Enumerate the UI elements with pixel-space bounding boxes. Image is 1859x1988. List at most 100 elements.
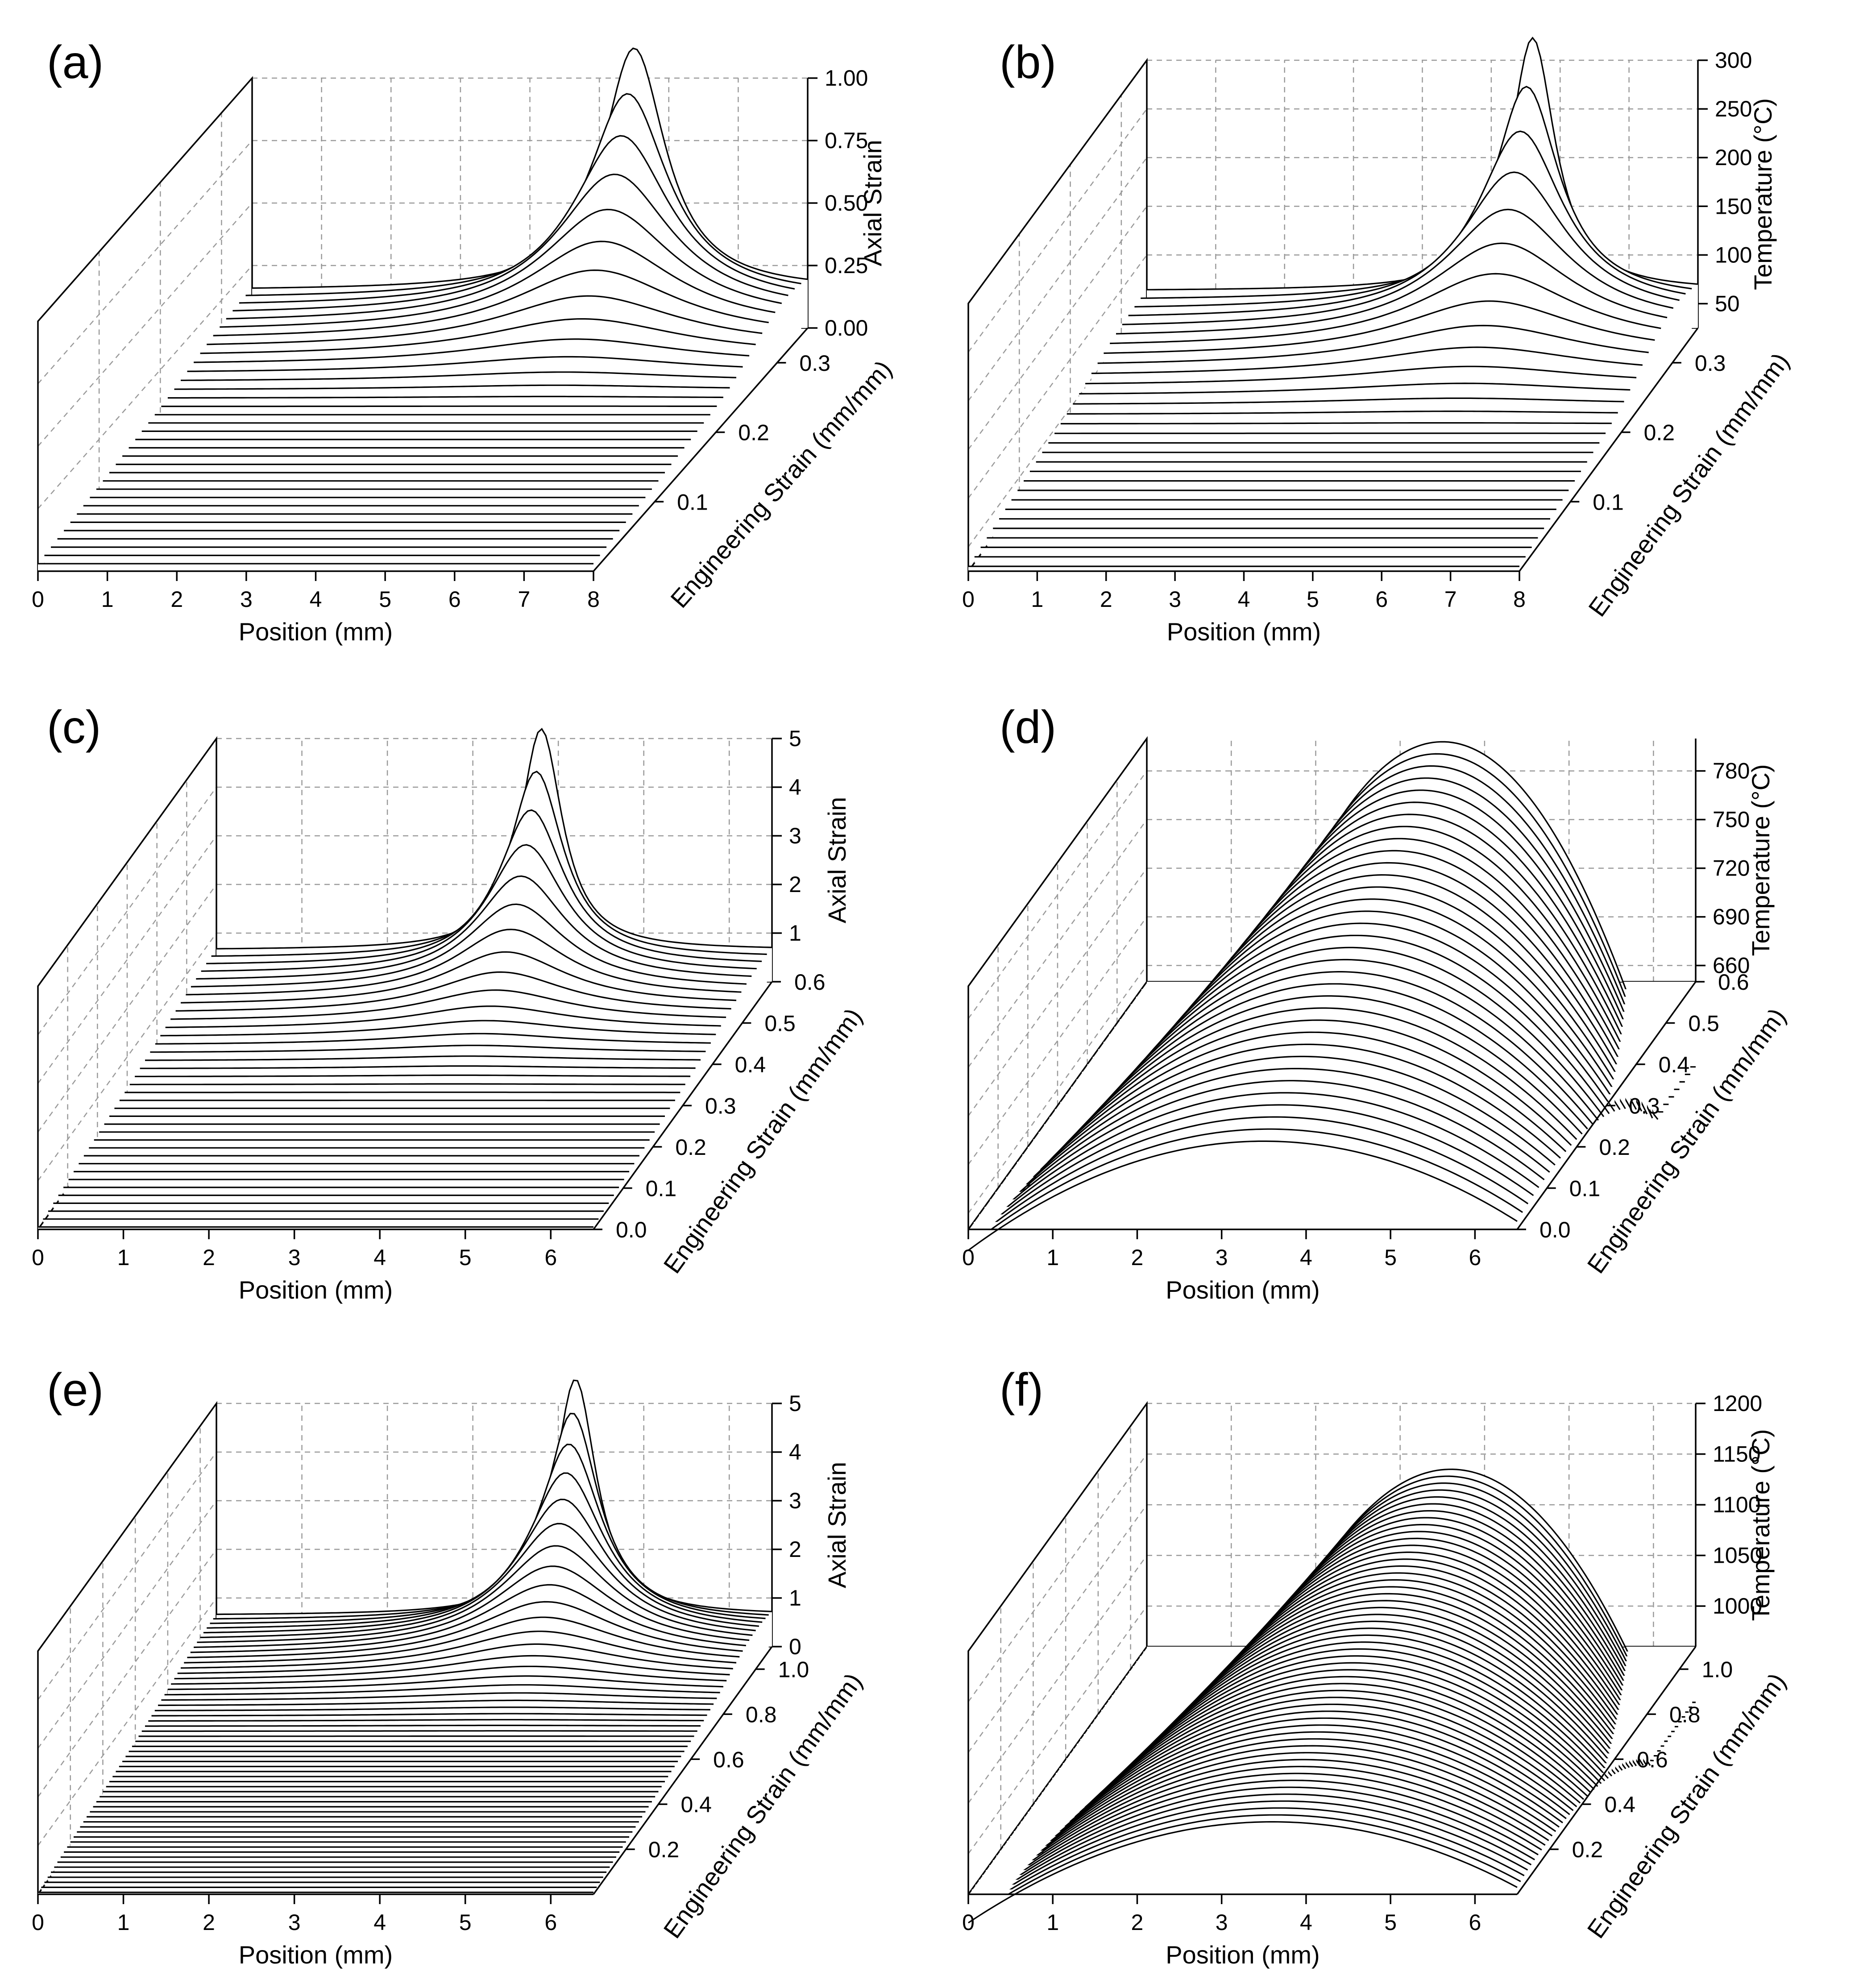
- side-wall-gridline: [37, 933, 217, 1181]
- series-curve: [213, 269, 769, 336]
- series-curve: [1049, 1662, 1598, 1839]
- curve-mask: [980, 547, 1532, 555]
- series-curve: [170, 989, 726, 1020]
- x-tick-label: 0: [962, 1245, 975, 1270]
- x-tick-label: 1: [1046, 1245, 1059, 1270]
- curve-mask: [968, 1141, 1517, 1250]
- x-tick-label: 0: [962, 587, 975, 612]
- z-tick-label: 100: [1715, 242, 1752, 267]
- series-curve: [1042, 1676, 1591, 1849]
- x-tick-label: 7: [1444, 587, 1457, 612]
- series-curve: [1079, 382, 1631, 395]
- y-tick-label: 0.2: [1599, 1135, 1630, 1160]
- x-tick-label: 2: [1131, 1910, 1144, 1935]
- series-curve: [160, 1020, 716, 1037]
- series-curve: [1021, 1019, 1572, 1191]
- curve-mask: [38, 564, 593, 571]
- x-tick-label: 4: [373, 1910, 386, 1935]
- x-tick-label: 3: [288, 1910, 301, 1935]
- z-tick-label: 0.00: [825, 315, 868, 340]
- y-tick-label: 0.1: [677, 490, 708, 515]
- series-curve: [167, 395, 723, 399]
- y-tick-label: 0.8: [1669, 1702, 1701, 1727]
- series-curve: [232, 174, 788, 311]
- y-axis-line: [1516, 1646, 1697, 1895]
- y-tick-label: 0.1: [1569, 1176, 1601, 1201]
- z-tick-label: 660: [1713, 953, 1750, 978]
- x-tick-label: 5: [379, 587, 391, 612]
- series-curve: [220, 241, 776, 328]
- series-curve: [968, 1821, 1518, 1924]
- y-tick-label: 0.6: [794, 970, 826, 995]
- z-tick-label: 0.75: [825, 128, 868, 153]
- curve-mask: [987, 538, 1538, 546]
- series-curve: [1045, 1669, 1595, 1844]
- series-curve: [191, 903, 747, 988]
- curve-mask: [74, 1171, 629, 1180]
- series-curve: [978, 1800, 1528, 1908]
- series-curve: [187, 356, 743, 372]
- y-tick-label: 0.2: [675, 1135, 706, 1160]
- x-tick-label: 5: [459, 1245, 472, 1270]
- y-tick-label: 0.4: [681, 1792, 712, 1817]
- curve-mask: [58, 1195, 614, 1201]
- x-axis-title: Position (mm): [1166, 1276, 1320, 1304]
- series-curve: [148, 1719, 704, 1722]
- z-tick-label: 2: [789, 872, 801, 897]
- z-tick-label: 3: [789, 1488, 801, 1513]
- curve-mask: [60, 1857, 616, 1863]
- curve-mask: [57, 1862, 613, 1868]
- x-tick-label: 6: [1375, 587, 1388, 612]
- series-curve: [150, 1045, 706, 1053]
- curve-mask: [974, 556, 1526, 563]
- side-wall-gridline: [37, 1549, 217, 1797]
- series-curve: [190, 1584, 746, 1653]
- series-curve: [175, 971, 731, 1012]
- y-tick-label: 0.6: [713, 1747, 744, 1772]
- x-tick-label: 8: [587, 587, 600, 612]
- y-tick-label: 0.8: [746, 1702, 777, 1727]
- y-tick-label: 0.3: [1629, 1094, 1660, 1119]
- y-tick-label: 0.1: [646, 1176, 677, 1201]
- series-curve: [197, 1545, 753, 1643]
- series-curve: [171, 1665, 727, 1685]
- z-tick-label: 150: [1715, 194, 1752, 219]
- series-curve: [1097, 324, 1649, 364]
- series-curve: [973, 1128, 1523, 1243]
- y-tick-label: 0.2: [738, 420, 769, 445]
- y-axis-line: [593, 1646, 773, 1895]
- series-curve: [1034, 1689, 1585, 1859]
- series-curve: [1054, 946, 1605, 1179]
- side-wall-gridline: [37, 1598, 217, 1846]
- series-curve: [1000, 1068, 1550, 1210]
- x-axis-title: Position (mm): [1167, 618, 1321, 646]
- z-tick-label: 720: [1713, 856, 1750, 881]
- series-curve: [167, 1675, 723, 1690]
- x-tick-label: 3: [1169, 587, 1181, 612]
- y-tick-label: 0.4: [1659, 1052, 1690, 1077]
- series-curve: [1110, 273, 1661, 344]
- series-curve: [145, 1055, 701, 1061]
- side-wall-gridline: [37, 1500, 217, 1749]
- curve-mask: [79, 1163, 635, 1173]
- series-curve: [1038, 983, 1588, 1182]
- series-curve: [145, 1724, 701, 1727]
- series-curve: [177, 1643, 733, 1674]
- x-tick-label: 3: [288, 1245, 301, 1270]
- x-tick-label: 5: [459, 1910, 472, 1935]
- series-curve: [181, 371, 737, 381]
- z-tick-label: 1200: [1713, 1391, 1762, 1416]
- series-curve: [992, 1772, 1542, 1892]
- curve-mask: [44, 555, 600, 564]
- series-curve: [151, 1713, 707, 1717]
- side-wall-gridline: [967, 206, 1148, 450]
- x-tick-label: 2: [203, 1910, 215, 1935]
- series-curve: [186, 929, 742, 996]
- series-curve: [226, 208, 782, 320]
- curve-mask: [63, 1187, 619, 1194]
- series-curve: [203, 1498, 759, 1634]
- curve-mask: [993, 528, 1544, 538]
- panel-label: (e): [47, 1364, 104, 1416]
- x-tick-label: 2: [170, 587, 183, 612]
- z-tick-label: 690: [1713, 905, 1750, 930]
